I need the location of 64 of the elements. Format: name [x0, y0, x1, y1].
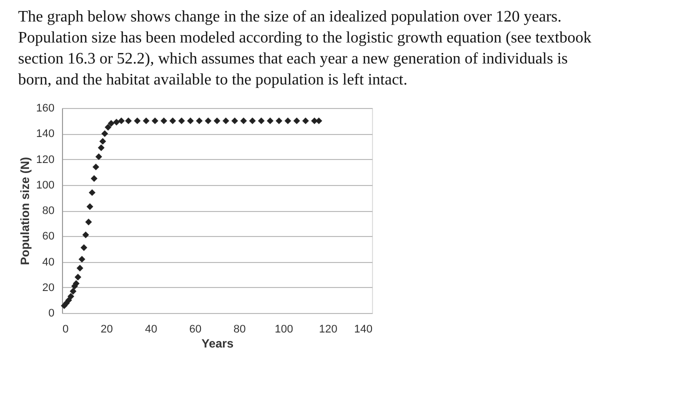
point — [249, 117, 256, 124]
point — [68, 292, 74, 300]
point — [293, 117, 300, 124]
point — [82, 231, 90, 238]
point — [70, 288, 76, 295]
x-tick-label: 20 — [100, 324, 113, 336]
point — [92, 164, 100, 170]
point — [196, 117, 203, 124]
point — [99, 138, 106, 145]
x-axis-title: Years — [201, 336, 234, 350]
y-axis-title: Population size (N) — [18, 156, 32, 265]
point — [316, 117, 322, 124]
y-tick-label: 60 — [42, 230, 54, 243]
point — [85, 218, 92, 226]
point — [108, 120, 115, 127]
point — [178, 117, 185, 124]
point — [125, 117, 132, 124]
point — [160, 117, 168, 124]
point — [90, 175, 98, 182]
x-tick-label: 80 — [234, 324, 246, 336]
point — [187, 117, 194, 124]
point — [104, 124, 112, 131]
point — [98, 144, 105, 152]
x-tick-label: 120 — [319, 324, 338, 336]
point — [72, 280, 80, 287]
y-tick-label: 40 — [42, 256, 54, 268]
x-tick-label: 140 — [354, 324, 372, 336]
x-tick-label: 100 — [274, 324, 294, 336]
point — [284, 117, 292, 124]
y-tick-label: 0 — [48, 308, 54, 320]
point — [169, 117, 176, 124]
point — [80, 244, 88, 252]
point — [65, 296, 72, 304]
point — [95, 153, 102, 160]
point — [134, 117, 141, 124]
y-tick-label: 80 — [42, 205, 54, 217]
point — [214, 117, 220, 124]
x-tick-label: 60 — [189, 324, 202, 336]
point — [231, 117, 238, 124]
point — [118, 117, 125, 124]
point — [78, 256, 86, 263]
chart-title: The graph below shows change in the size of an idealized population over 120 years. Population size has been modeled according to the logistic growth equation (see textbook section 16.3 or 52.2), which assumes that each year a new generation of individuals is born, and the habitat available to the population is left intact. — [18, 8, 592, 88]
y-tick-label: 120 — [36, 154, 54, 166]
point — [74, 274, 82, 280]
point — [152, 117, 158, 124]
y-tick-label: 100 — [36, 179, 54, 192]
point — [101, 130, 108, 137]
point — [240, 117, 247, 124]
point — [222, 117, 230, 124]
point — [113, 118, 120, 126]
point — [142, 117, 150, 124]
y-tick-label: 20 — [42, 282, 54, 294]
point — [266, 117, 274, 124]
x-tick-label: 0 — [62, 324, 69, 336]
y-tick-label: 160 — [36, 102, 54, 114]
point — [76, 264, 84, 272]
point — [88, 189, 96, 196]
point — [204, 117, 212, 124]
point — [86, 203, 94, 210]
y-tick-label: 140 — [36, 128, 54, 140]
x-tick-label: 40 — [144, 324, 158, 336]
point — [302, 117, 309, 124]
point — [258, 117, 265, 124]
point — [276, 117, 282, 124]
